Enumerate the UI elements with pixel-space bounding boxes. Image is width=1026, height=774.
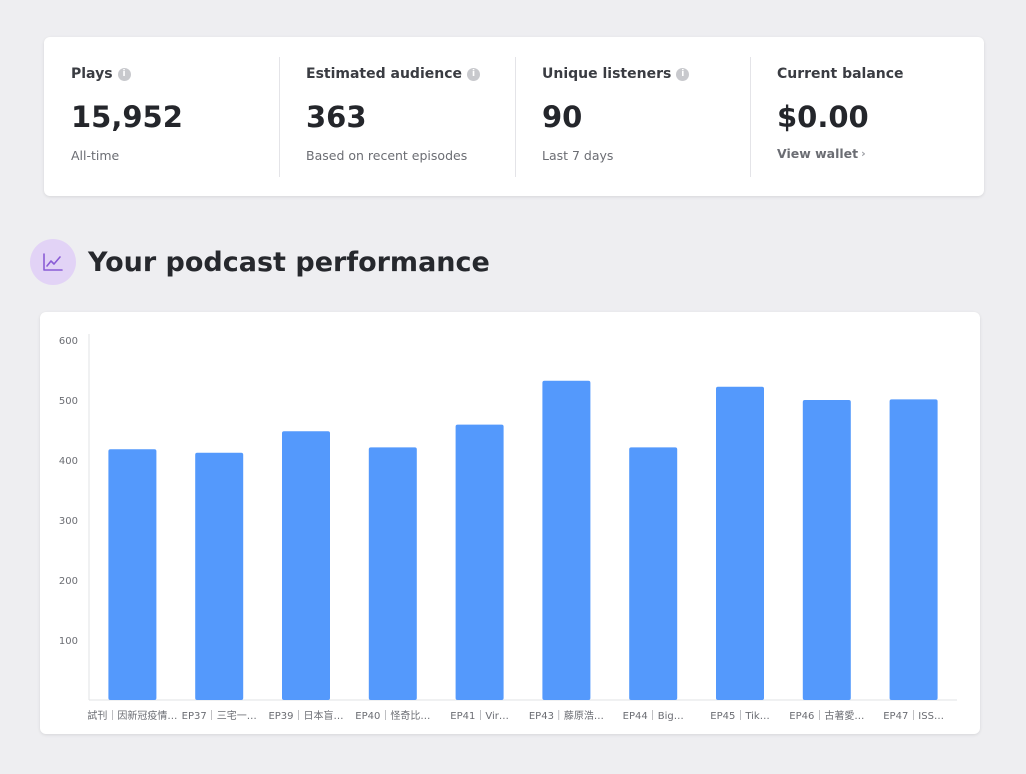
x-tick-label: EP39｜日本盲… <box>268 709 343 722</box>
x-tick-label: 試刊｜因新冠疫情… <box>87 709 177 722</box>
chart-bar <box>282 431 330 700</box>
x-tick-label: EP41｜Vir… <box>450 710 509 722</box>
chart-bar <box>716 386 764 700</box>
stat-label: Current balance <box>777 66 904 82</box>
chart-bar <box>455 424 504 700</box>
chart-bar <box>802 400 851 700</box>
stat-estimated-audience: Estimated audience i 363 Based on recent… <box>279 37 515 196</box>
y-tick-label: 400 <box>59 456 78 467</box>
stat-value: $0.00 <box>777 100 869 134</box>
stat-subtext: All-time <box>71 148 120 163</box>
performance-header: Your podcast performance <box>30 238 490 286</box>
x-tick-label: EP37｜三宅一… <box>182 709 257 722</box>
chart-bar <box>368 447 417 700</box>
performance-bar-chart: 100 200 300 400 500 600 試刊｜因新冠疫情… EP37｜三宅一… EP39… <box>59 334 957 722</box>
performance-chart-card: 100 200 300 400 500 600 試刊｜因新冠疫情… EP37｜三宅一… EP39… <box>40 312 980 734</box>
chart-bar <box>542 380 591 700</box>
page-title: Your podcast performance <box>88 246 490 278</box>
trend-chart-icon <box>30 239 76 285</box>
x-tick-label: EP40｜怪奇比… <box>355 709 430 722</box>
stat-value: 15,952 <box>71 100 183 134</box>
info-icon[interactable]: i <box>467 67 480 81</box>
x-tick-label: EP44｜Big… <box>623 710 684 722</box>
x-tick-label: EP45｜Tik… <box>710 710 769 722</box>
info-icon[interactable]: i <box>117 67 131 81</box>
x-tick-label: EP46｜古著愛… <box>789 709 864 722</box>
chart-bar <box>108 449 157 700</box>
x-tick-label: EP47｜ISS… <box>883 710 944 722</box>
stat-unique-listeners: Unique listeners i 90 Last 7 days <box>515 37 750 196</box>
chart-bar <box>195 452 244 700</box>
stat-value: 363 <box>306 100 367 134</box>
y-tick-label: 100 <box>59 636 78 647</box>
stat-label: Plays <box>71 66 113 82</box>
view-wallet-link[interactable]: View wallet › <box>777 146 866 161</box>
view-wallet-label: View wallet <box>777 146 859 161</box>
stat-label: Estimated audience <box>306 66 462 82</box>
y-tick-label: 300 <box>59 516 78 527</box>
stats-card: Plays i 15,952 All-time Estimated audien… <box>44 37 984 196</box>
stat-value: 90 <box>542 100 583 134</box>
chart-bar <box>889 399 938 700</box>
y-tick-label: 600 <box>59 336 78 347</box>
info-icon[interactable]: i <box>676 67 690 81</box>
stat-current-balance: Current balance $0.00 View wallet › <box>750 37 984 196</box>
y-tick-label: 200 <box>59 576 78 587</box>
stat-subtext: Last 7 days <box>542 148 614 163</box>
chart-bar <box>629 447 678 700</box>
stat-plays: Plays i 15,952 All-time <box>44 37 279 196</box>
stat-subtext: Based on recent episodes <box>306 148 468 163</box>
stat-label: Unique listeners <box>542 66 672 82</box>
y-tick-label: 500 <box>59 396 78 407</box>
x-tick-label: EP43｜藤原浩… <box>529 710 604 722</box>
chevron-right-icon: › <box>861 147 866 160</box>
